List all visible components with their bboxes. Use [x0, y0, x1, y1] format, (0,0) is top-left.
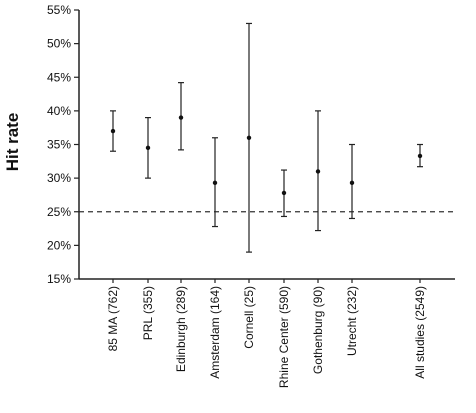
data-point	[110, 128, 116, 134]
y-tick-label: 40%	[47, 104, 71, 118]
x-category-label: Utrecht (232)	[345, 286, 359, 356]
x-category-label: Amsterdam (164)	[208, 286, 222, 379]
data-point	[145, 145, 151, 151]
y-axis-ticks: 15% 20% 25% 30% 35% 40% 45% 50% 55%	[47, 3, 79, 286]
data-point	[315, 169, 321, 174]
y-tick-label: 30%	[47, 171, 71, 185]
data-point	[417, 153, 423, 159]
data-point	[178, 115, 184, 120]
x-category-label: Rhine Center (590)	[277, 286, 291, 388]
data-point	[349, 180, 355, 186]
x-axis-categories: 85 MA (762) PRL (355) Edinburgh (289) Amste…	[106, 279, 427, 388]
x-category-label: All studies (2549)	[413, 286, 427, 379]
y-tick-label: 35%	[47, 138, 71, 152]
y-tick-label: 55%	[47, 3, 71, 17]
y-tick-label: 50%	[47, 37, 71, 51]
x-category-label: Edinburgh (289)	[174, 286, 188, 372]
y-axis-label: Hit rate	[3, 113, 22, 172]
y-tick-label: 25%	[47, 205, 71, 219]
y-tick-label: 15%	[47, 272, 71, 286]
data-point	[281, 190, 287, 196]
data-point	[246, 135, 252, 140]
y-tick-label: 45%	[47, 70, 71, 84]
x-category-label: PRL (355)	[141, 286, 155, 340]
x-category-label: Cornell (25)	[242, 286, 256, 349]
x-category-label: Gothenburg (90)	[311, 286, 325, 374]
x-category-label: 85 MA (762)	[106, 286, 120, 351]
data-point	[212, 180, 218, 186]
y-tick-label: 20%	[47, 238, 71, 252]
error-bars-layer	[110, 22, 423, 253]
